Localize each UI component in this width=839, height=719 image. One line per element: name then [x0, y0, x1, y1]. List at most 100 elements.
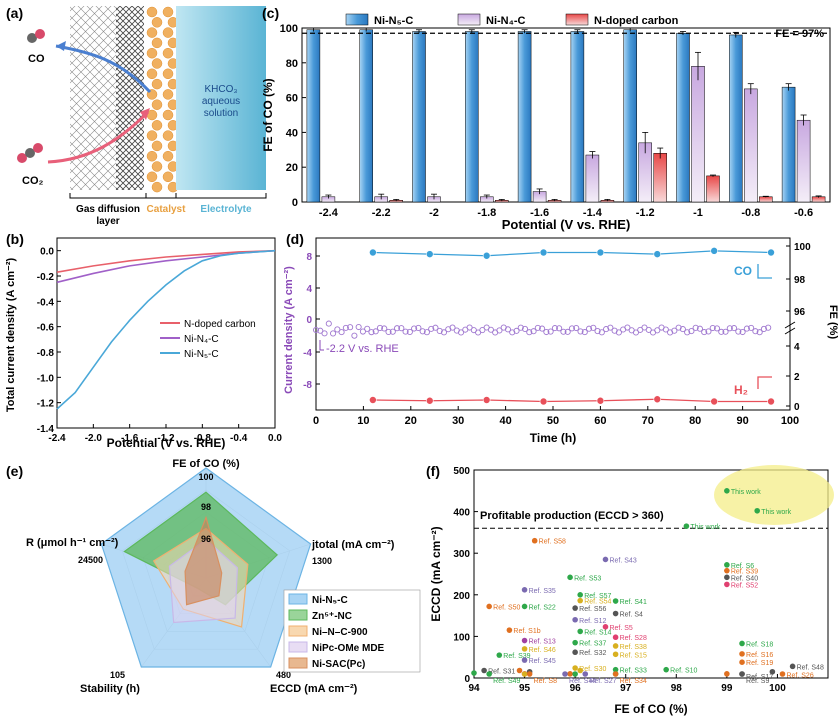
d-co-point-7	[767, 248, 775, 257]
d-h2-point-6	[710, 397, 718, 406]
h2-series-arrow	[757, 376, 772, 389]
d-ytick-r2-label-1: 2	[794, 372, 800, 383]
f-xtick-label-6: 100	[769, 683, 786, 694]
legend-swatch-ni-n4	[457, 13, 481, 26]
panel-a-label: (a)	[6, 5, 23, 21]
panel-f: (f) 94 95 96 97 98 99 100 0 100 200 300 400 500 Prof…	[426, 463, 834, 716]
f-point-label-35: Ref. S31	[488, 669, 515, 676]
d-ytick-label-4: -8	[303, 380, 312, 391]
co2-arrowhead-icon	[140, 108, 150, 120]
d-current-point-63	[581, 329, 588, 336]
d-current-point-61	[573, 324, 580, 332]
f-point-label-26: Ref. S46	[529, 647, 556, 654]
radar-legend-swatch-4	[288, 657, 308, 669]
b-ytick-label-3: -0.8	[37, 348, 55, 359]
electrolyte-region	[176, 6, 266, 190]
c-bar-0-7	[676, 32, 690, 203]
f-point-label-11: Ref. S57	[584, 593, 611, 600]
d-current-point-43	[496, 327, 503, 334]
d-current-point-13	[368, 329, 375, 336]
radar-axis-fe: FE of CO (%)	[172, 458, 240, 470]
catalyst-particle-18	[151, 99, 163, 110]
gdl-label: Gas diffusion	[76, 204, 140, 215]
panel-d: (d) 0 10 20 30 40 50 60 70 80 90 100840-4-81009896…	[283, 231, 839, 445]
d-current-point-96	[722, 328, 729, 335]
d-current-point-32	[449, 324, 456, 331]
f-point-32	[739, 651, 745, 657]
c-bar-1-9	[796, 119, 811, 203]
f-point-label-9: Ref. S52	[731, 582, 758, 589]
f-xtick-label-0: 94	[468, 683, 480, 694]
gdl-label-2: layer	[96, 216, 119, 227]
d-current-point-78	[645, 326, 652, 333]
f-point-label-34: Ref. S48	[797, 664, 824, 671]
f-point-20	[506, 627, 513, 633]
c-bar-0-4	[517, 31, 532, 203]
c-bar-0-2	[412, 31, 426, 203]
d-current-point-92	[705, 328, 712, 335]
f-point-label-39: Ref. S26	[786, 673, 813, 680]
catalyst-particle-21	[162, 109, 174, 121]
co2-label: CO₂	[22, 175, 44, 187]
f-point-38	[663, 666, 669, 673]
c-bar-0-0	[306, 29, 321, 203]
b-xtick-label-5: -0.4	[230, 433, 248, 444]
f-xtick-label-4: 98	[671, 683, 683, 694]
catalyst-particle-32	[146, 171, 158, 183]
b-line-0	[56, 249, 276, 273]
d-current-point-30	[440, 329, 448, 336]
d-current-point-50	[526, 329, 533, 336]
panel-f-label: (f)	[426, 463, 440, 479]
f-point-3	[531, 537, 538, 544]
d-xtick-label-5: 50	[547, 415, 559, 427]
panel-f-points: This work This work This work Ref. S58 Ref. …	[471, 488, 824, 685]
d-current-point-11	[359, 328, 366, 335]
radar-ring-98: 98	[201, 502, 211, 512]
c-bar-2-7	[706, 175, 720, 203]
f-point-19	[602, 624, 609, 630]
d-current-point-4	[330, 330, 337, 337]
f-point-label-3: Ref. S58	[539, 539, 566, 546]
c-xtick-label-8: -0.8	[741, 207, 760, 219]
d-current-point-12	[364, 325, 371, 332]
co2-molecule-icon	[17, 143, 43, 163]
panel-e-label: (e)	[6, 463, 23, 479]
panel-c-label: (c)	[262, 5, 279, 21]
d-current-point-19	[394, 325, 401, 332]
c-bar-0-9	[781, 86, 796, 203]
d-current-point-21	[402, 328, 409, 335]
f-point-label-1: This work	[761, 509, 791, 516]
f-point-label-40: Ref. S17	[746, 674, 773, 681]
co-arrowhead-icon	[56, 41, 66, 51]
f-point-label-45: Ref. S27	[589, 678, 616, 685]
f-point-0	[724, 488, 730, 494]
f-point-label-44: Ref. S8	[534, 678, 557, 685]
d-current-point-22	[406, 328, 413, 336]
c-xtick-label-4: -1.6	[530, 207, 549, 219]
d-current-point-20	[398, 325, 405, 332]
f-point-17	[612, 610, 619, 617]
radar-max-fe: 100	[198, 472, 213, 482]
c-xtick-label-9: -0.6	[794, 207, 813, 219]
f-point-30	[521, 657, 528, 663]
f-point-29	[496, 652, 503, 658]
d-current-point-54	[543, 328, 550, 336]
electrolyte-solution-label: solution	[204, 108, 238, 119]
catalyst-particle-28	[146, 150, 158, 162]
f-point-label-23: Ref. S13	[529, 639, 556, 646]
f-point-label-28: Ref. S15	[620, 652, 647, 659]
c-ytick-label-4: 80	[286, 58, 298, 70]
f-point-label-24: Ref. S37	[579, 641, 606, 648]
radar-legend-swatch-2	[288, 625, 308, 637]
catalyst-particle-17	[162, 89, 174, 100]
co-series-label: CO	[734, 264, 752, 278]
f-ytick-label-4: 400	[453, 508, 470, 519]
catalyst-particle-33	[162, 171, 174, 183]
d-xtick-label-0: 0	[313, 415, 319, 427]
f-dot-6	[572, 671, 578, 677]
d-current-point-67	[598, 329, 605, 336]
radar-ring-96: 96	[201, 534, 211, 544]
d-h2-point-0	[369, 396, 377, 404]
panel-c-bars	[306, 27, 826, 203]
